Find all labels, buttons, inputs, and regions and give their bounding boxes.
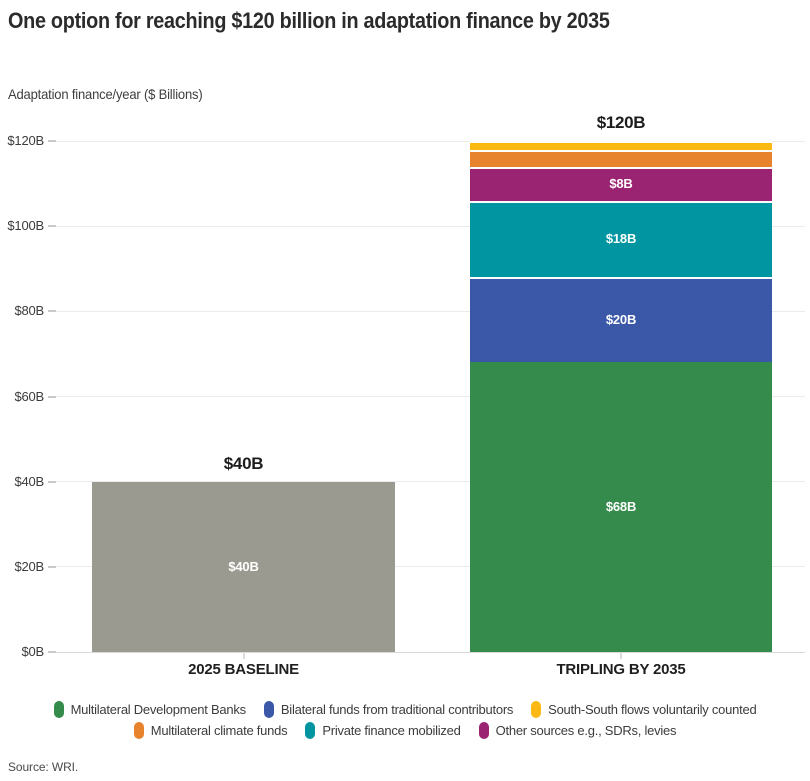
y-axis-tick	[48, 225, 56, 228]
category-label: 2025 BASELINE	[188, 661, 299, 678]
y-axis-tick	[48, 480, 56, 483]
category-label: TRIPLING BY 2035	[556, 661, 686, 678]
y-axis-tick	[48, 140, 56, 142]
legend-label: Multilateral climate funds	[150, 723, 288, 738]
category-tick	[242, 652, 245, 659]
gridline	[48, 225, 805, 227]
legend-item: Other sources e.g., SDRs, levies	[478, 722, 677, 739]
segment-value-label: $20B	[605, 311, 637, 327]
legend-row: Multilateral climate funds Private financ…	[133, 722, 677, 739]
segment-value-label: $40B	[228, 558, 259, 574]
legend-item: Multilateral Development Banks	[53, 701, 247, 718]
gridline	[48, 310, 805, 312]
y-tick-label: $80B	[14, 303, 44, 319]
source-note: Source: WRI.	[8, 760, 79, 774]
legend-swatch-icon	[263, 701, 274, 718]
legend-label: South-South flows voluntarily counted	[548, 702, 757, 717]
legend-label: Private finance mobilized	[322, 723, 461, 738]
gridline	[48, 396, 805, 397]
bar-segment	[470, 362, 772, 652]
legend-label: Other sources e.g., SDRs, levies	[495, 723, 677, 738]
legend-label: Multilateral Development Banks	[70, 702, 247, 717]
bar-segment	[470, 149, 772, 167]
gridline	[48, 140, 805, 142]
bar-segment	[470, 200, 772, 278]
y-axis-tick	[48, 310, 56, 313]
legend-item: Multilateral climate funds	[133, 722, 288, 739]
bar-total-label: $120B	[596, 113, 646, 132]
gridline	[48, 566, 805, 568]
y-axis-tick	[48, 395, 56, 398]
bar-segment	[92, 481, 395, 652]
gridline	[48, 481, 805, 483]
legend-swatch-icon	[478, 722, 489, 739]
chart-title: One option for reaching $120 billion in …	[8, 8, 610, 33]
bar-segment	[470, 166, 772, 201]
legend-swatch-icon	[531, 701, 542, 718]
bar-segment	[470, 277, 772, 363]
legend-swatch-icon	[133, 722, 144, 739]
bar-total-label: $40B	[223, 453, 264, 473]
legend-item: Bilateral funds from traditional contrib…	[263, 701, 514, 718]
category-tick	[620, 652, 622, 659]
y-tick-label: $120B	[7, 133, 44, 148]
legend-swatch-icon	[53, 701, 64, 718]
segment-value-label: $8B	[609, 175, 633, 191]
y-tick-label: $100B	[7, 218, 44, 234]
y-tick-label: $40B	[14, 473, 44, 489]
legend-label: Bilateral funds from traditional contrib…	[280, 702, 514, 717]
bar-segment	[470, 141, 772, 150]
y-axis-tick	[48, 651, 56, 653]
y-axis-unit-label: Adaptation finance/year ($ Billions)	[8, 86, 203, 102]
legend-item: Private finance mobilized	[305, 722, 461, 739]
legend: Multilateral Development Banks Bilateral …	[0, 701, 810, 739]
y-tick-label: $0B	[21, 644, 44, 659]
y-axis-tick	[48, 565, 56, 568]
y-tick-label: $20B	[14, 558, 44, 574]
legend-swatch-icon	[305, 722, 316, 739]
legend-item: South-South flows voluntarily counted	[531, 701, 757, 718]
plot-area: $0B $20B $40B $60B $80B $100B $120B $40B $40B 202…	[7, 113, 805, 678]
y-tick-label: $60B	[14, 388, 44, 404]
gridline	[48, 651, 805, 653]
segment-value-label: $18B	[605, 230, 637, 246]
segment-value-label: $68B	[605, 499, 637, 515]
legend-row: Multilateral Development Banks Bilateral …	[53, 701, 757, 718]
